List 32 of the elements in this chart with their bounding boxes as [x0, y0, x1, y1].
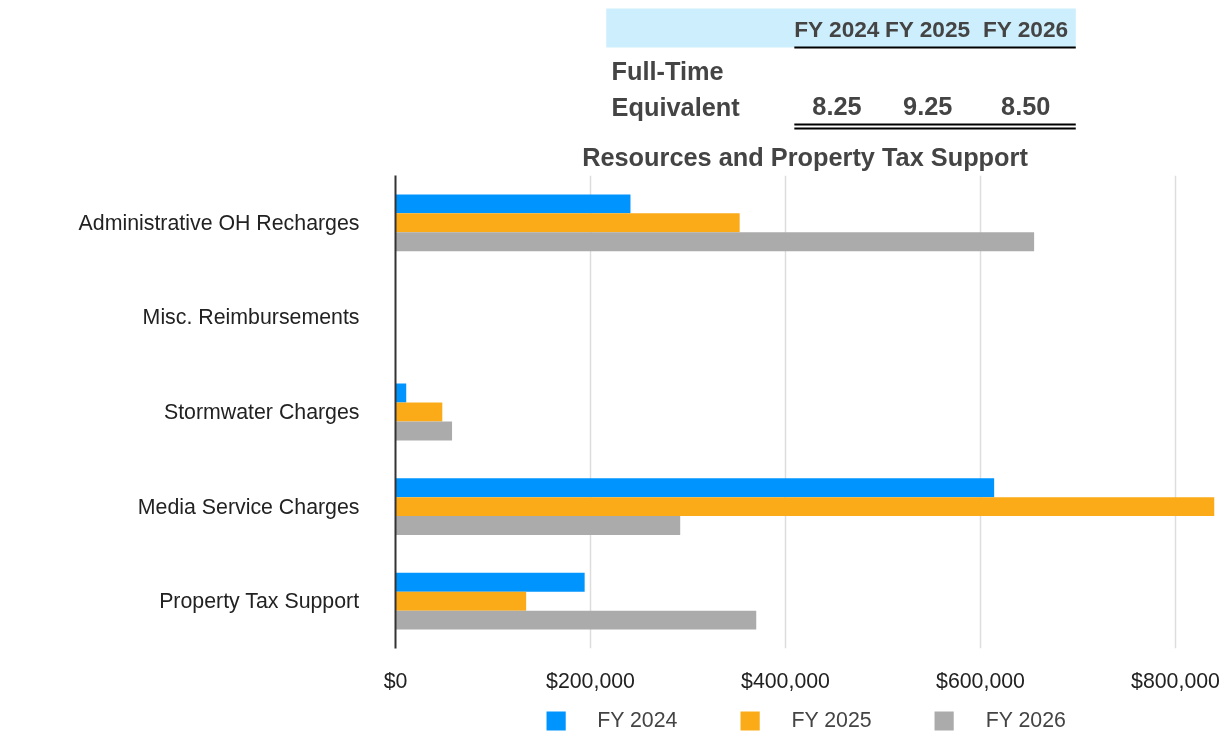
bar	[395, 610, 757, 630]
bar	[395, 572, 585, 592]
category-label: FY 2024	[794, 15, 880, 42]
text: 8.50	[1001, 91, 1051, 120]
bar	[395, 497, 1215, 517]
bar	[395, 232, 1035, 252]
x-tick-label: $800,000	[1131, 668, 1221, 693]
bar	[395, 213, 740, 233]
text: Full-Time Equivalent	[611, 56, 741, 121]
x-tick-label: $200,000	[546, 668, 636, 693]
y-tick-label: Administrative OH Recharges	[78, 210, 360, 235]
chart-title: Resources and Property Tax Support	[582, 142, 1029, 171]
y-tick-label: Property Tax Support	[159, 589, 360, 614]
x-tick-label: $0	[383, 668, 408, 693]
bar	[395, 516, 681, 535]
y-tick-label: Stormwater Charges	[163, 400, 360, 424]
category-label: FY 2026	[982, 15, 1069, 42]
bar	[395, 194, 631, 214]
text: 9.25	[903, 91, 953, 120]
x-tick-label: $600,000	[936, 668, 1026, 693]
y-tick-label: Media Service Charges	[137, 494, 360, 519]
text: 8.25	[812, 91, 862, 120]
bar	[395, 478, 995, 498]
legend-label: FY 2025	[791, 707, 872, 733]
legend-label: FY 2024	[597, 707, 678, 733]
bar	[395, 402, 443, 422]
legend-label: FY 2026	[985, 707, 1066, 733]
category-label: FY 2025	[884, 15, 971, 42]
y-tick-label: Misc. Reimbursements	[142, 305, 360, 330]
bar	[395, 421, 453, 441]
bar	[395, 591, 527, 611]
x-tick-label: $400,000	[741, 668, 831, 693]
